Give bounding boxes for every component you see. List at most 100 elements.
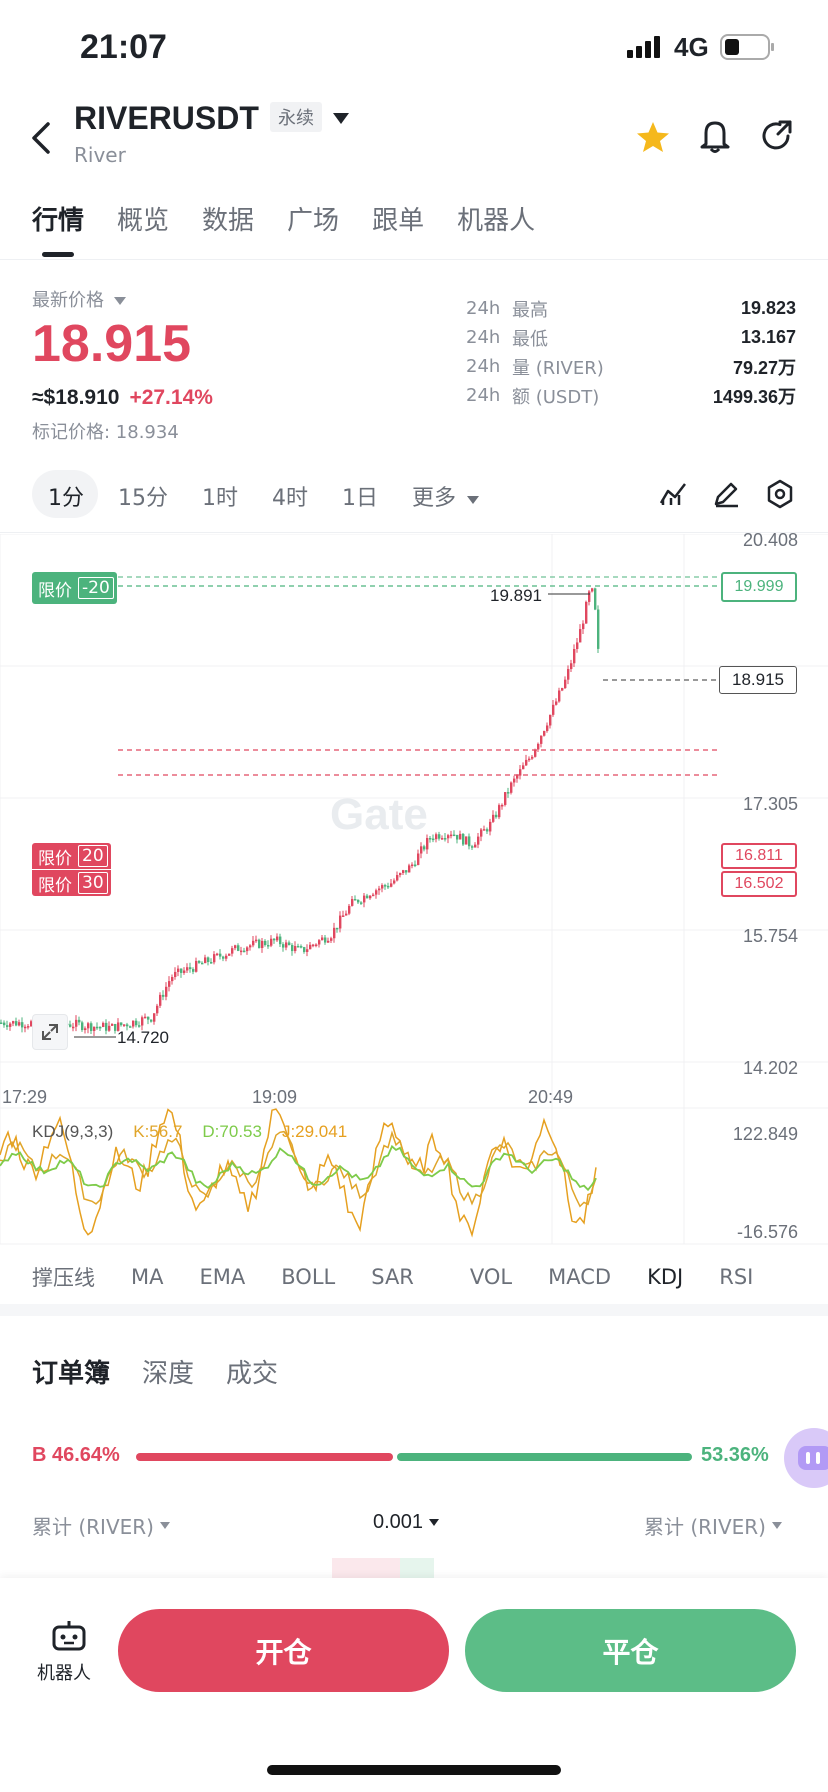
candle-body [339, 915, 342, 929]
bell-icon[interactable] [698, 118, 732, 158]
candle-body [153, 1013, 156, 1022]
tab-data[interactable]: 数据 [202, 206, 255, 236]
chart-settings-icon[interactable] [766, 479, 794, 513]
draw-pencil-icon[interactable] [712, 480, 740, 512]
indicator-ema[interactable]: EMA [199, 1265, 246, 1289]
candle-body [297, 946, 300, 948]
sell-limit-order-tag[interactable]: 限价 -20 [32, 572, 117, 604]
indicator-support-resistance[interactable]: 撑压线 [32, 1266, 95, 1290]
candle-body [0, 1022, 3, 1025]
interval-1h[interactable]: 1时 [202, 486, 238, 511]
candle-body [135, 1020, 138, 1026]
candle-body [333, 927, 336, 939]
indicator-kdj[interactable]: KDJ [647, 1265, 684, 1289]
fullscreen-toggle[interactable] [32, 1014, 68, 1050]
close-position-button[interactable]: 平仓 [465, 1609, 796, 1692]
contract-type-badge: 永续 [270, 102, 322, 132]
candle-body [543, 731, 546, 736]
bot-nav-item[interactable] [48, 1620, 86, 1656]
tab-bot[interactable]: 机器人 [457, 206, 536, 236]
precision-selector[interactable]: 0.001 [373, 1511, 440, 1534]
candle-body [255, 939, 258, 942]
buy-limit-order-tag-2[interactable]: 限价 30 [32, 870, 111, 896]
tab-depth[interactable]: 深度 [142, 1359, 195, 1389]
candle-body [498, 805, 501, 818]
more-dropdown-icon [467, 496, 480, 504]
candle-body [306, 949, 309, 952]
candle-body [591, 588, 594, 592]
interval-15m[interactable]: 15分 [118, 486, 168, 511]
interval-1d[interactable]: 1日 [342, 486, 378, 511]
candlestick-chart[interactable]: Gate [0, 534, 828, 1250]
indicator-ma[interactable]: MA [131, 1265, 164, 1289]
candle-body [90, 1023, 93, 1031]
candle-body [99, 1026, 102, 1029]
tab-orderbook[interactable]: 订单簿 [32, 1359, 111, 1389]
candle-body [75, 1019, 78, 1027]
candle-body [102, 1022, 105, 1028]
tab-overview[interactable]: 概览 [117, 206, 170, 236]
interval-more[interactable]: 更多 [412, 480, 480, 512]
candle-body [420, 846, 423, 854]
orderbook-depth-fill-sell [400, 1558, 434, 1580]
kdj-j-value: J:29.041 [281, 1122, 348, 1141]
candle-body [183, 970, 186, 973]
candle-body [411, 864, 414, 867]
tab-trades[interactable]: 成交 [226, 1359, 279, 1389]
candle-body [396, 875, 399, 881]
share-icon[interactable] [760, 119, 794, 157]
back-button[interactable] [30, 120, 54, 160]
candle-body [441, 838, 444, 840]
tab-square[interactable]: 广场 [287, 206, 340, 236]
candle-body [525, 759, 528, 766]
candle-body [531, 756, 534, 759]
buy-limit-order-tag-1[interactable]: 限价 20 [32, 843, 111, 869]
last-price-label[interactable]: 最新价格 [32, 286, 126, 312]
robot-icon [52, 1621, 86, 1651]
candle-body [585, 601, 588, 624]
candle-body [459, 833, 462, 840]
interval-1m[interactable]: 1分 [48, 486, 84, 511]
network-label: 4G [674, 32, 709, 62]
candle-body [399, 873, 402, 876]
candle-body [201, 962, 204, 965]
indicator-vol[interactable]: VOL [469, 1265, 513, 1289]
candle-body [312, 944, 315, 947]
favorite-star-icon[interactable] [636, 120, 670, 158]
buy-sell-ratio-bar [136, 1453, 692, 1461]
chart-watermark: Gate [330, 790, 428, 839]
candle-body [390, 883, 393, 887]
status-time: 21:07 [80, 28, 167, 66]
candle-body [567, 669, 570, 680]
tab-copy-trade[interactable]: 跟单 [372, 206, 425, 236]
indicator-rsi[interactable]: RSI [719, 1265, 754, 1289]
bot-nav-label: 机器人 [37, 1663, 91, 1684]
indicator-macd[interactable]: MACD [548, 1265, 612, 1289]
candle-body [336, 927, 339, 930]
candle-body [279, 936, 282, 945]
candle-body [108, 1025, 111, 1031]
candle-body [231, 948, 234, 954]
candle-body [552, 704, 555, 715]
main-tabs: 行情 概览 数据 广场 跟单 机器人 [32, 200, 568, 237]
candle-body [225, 955, 228, 959]
section-separator [0, 1304, 828, 1316]
candle-body [564, 679, 567, 689]
indicator-icon[interactable] [659, 481, 687, 511]
symbol-title[interactable]: RIVERUSDT [74, 100, 259, 136]
candle-body [588, 591, 591, 602]
orderbook-right-header[interactable]: 累计 (RIVER) [644, 1511, 782, 1540]
candle-body [342, 915, 345, 917]
candle-body [147, 1016, 150, 1020]
candle-body [120, 1022, 123, 1026]
interval-4h[interactable]: 4时 [272, 486, 308, 511]
symbol-dropdown-icon[interactable] [333, 110, 349, 129]
indicator-sar[interactable]: SAR [371, 1265, 414, 1289]
floating-assistant-button[interactable]: S [784, 1428, 828, 1488]
open-position-button[interactable]: 开仓 [118, 1609, 449, 1692]
candle-body [321, 937, 324, 941]
orderbook-left-header[interactable]: 累计 (RIVER) [32, 1511, 170, 1540]
indicator-boll[interactable]: BOLL [281, 1265, 336, 1289]
tab-market[interactable]: 行情 [32, 206, 85, 236]
buy-ratio-fill [136, 1453, 394, 1461]
